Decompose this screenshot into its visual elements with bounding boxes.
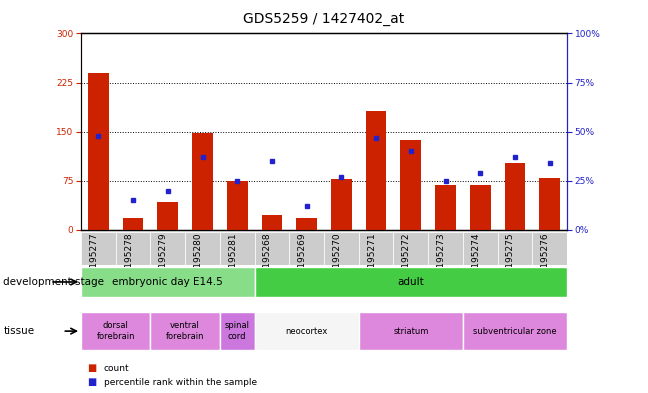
Bar xyxy=(296,218,317,230)
Text: dorsal
forebrain: dorsal forebrain xyxy=(97,321,135,341)
Text: GSM1195271: GSM1195271 xyxy=(367,233,376,294)
Bar xyxy=(400,140,421,230)
Bar xyxy=(532,232,567,265)
Bar xyxy=(539,178,560,230)
Bar xyxy=(122,218,143,230)
Bar xyxy=(324,232,359,265)
Text: GSM1195275: GSM1195275 xyxy=(506,233,515,294)
Text: GDS5259 / 1427402_at: GDS5259 / 1427402_at xyxy=(244,12,404,26)
Bar xyxy=(331,179,352,230)
Text: subventricular zone: subventricular zone xyxy=(473,327,557,336)
Text: GSM1195274: GSM1195274 xyxy=(471,233,480,293)
Text: adult: adult xyxy=(397,277,424,287)
Bar xyxy=(255,232,289,265)
Bar xyxy=(435,185,456,230)
Bar xyxy=(428,232,463,265)
Bar xyxy=(359,312,463,350)
Bar xyxy=(498,232,532,265)
Bar xyxy=(227,181,248,230)
Text: GSM1195273: GSM1195273 xyxy=(437,233,446,294)
Bar xyxy=(470,185,491,230)
Text: GSM1195278: GSM1195278 xyxy=(124,233,133,294)
Bar xyxy=(116,232,150,265)
Bar xyxy=(150,232,185,265)
Bar xyxy=(289,232,324,265)
Bar xyxy=(505,163,526,230)
Text: development stage: development stage xyxy=(3,277,104,287)
Bar xyxy=(185,232,220,265)
Text: count: count xyxy=(104,364,130,373)
Text: GSM1195272: GSM1195272 xyxy=(402,233,411,293)
Text: GSM1195280: GSM1195280 xyxy=(194,233,202,294)
Bar xyxy=(220,232,255,265)
Bar xyxy=(220,312,255,350)
Text: embryonic day E14.5: embryonic day E14.5 xyxy=(112,277,223,287)
Bar xyxy=(255,267,567,297)
Bar xyxy=(359,232,393,265)
Bar xyxy=(88,73,109,230)
Text: tissue: tissue xyxy=(3,326,34,336)
Text: GSM1195270: GSM1195270 xyxy=(332,233,341,294)
Bar xyxy=(157,202,178,230)
Bar xyxy=(255,312,359,350)
Text: percentile rank within the sample: percentile rank within the sample xyxy=(104,378,257,387)
Text: ■: ■ xyxy=(87,377,97,387)
Text: striatum: striatum xyxy=(393,327,428,336)
Bar xyxy=(365,111,386,230)
Text: GSM1195276: GSM1195276 xyxy=(540,233,550,294)
Text: GSM1195277: GSM1195277 xyxy=(89,233,98,294)
Text: GSM1195279: GSM1195279 xyxy=(159,233,168,294)
Bar xyxy=(150,312,220,350)
Text: GSM1195269: GSM1195269 xyxy=(297,233,307,294)
Text: neocortex: neocortex xyxy=(286,327,328,336)
Bar xyxy=(81,232,116,265)
Bar xyxy=(262,215,283,230)
Text: GSM1195281: GSM1195281 xyxy=(228,233,237,294)
Bar xyxy=(81,312,150,350)
Bar xyxy=(463,232,498,265)
Bar xyxy=(393,232,428,265)
Bar xyxy=(81,267,255,297)
Text: GSM1195268: GSM1195268 xyxy=(263,233,272,294)
Text: spinal
cord: spinal cord xyxy=(225,321,249,341)
Bar xyxy=(192,133,213,230)
Text: ventral
forebrain: ventral forebrain xyxy=(166,321,204,341)
Bar xyxy=(463,312,567,350)
Text: ■: ■ xyxy=(87,363,97,373)
